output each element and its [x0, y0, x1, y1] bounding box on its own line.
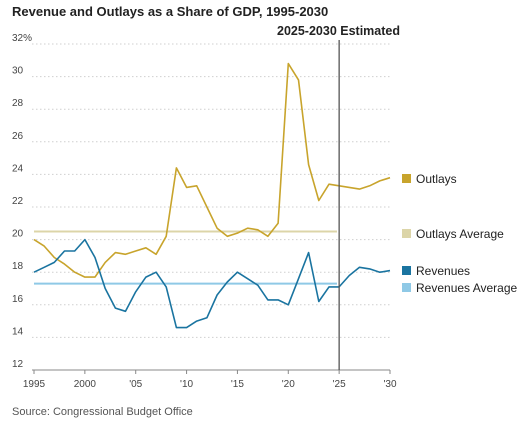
series-line: [33, 238, 391, 329]
legend-label: Outlays Average: [416, 227, 504, 241]
source-note: Source: Congressional Budget Office: [12, 406, 193, 418]
y-axis-ticks: 12 14 16 18 20 22 24 26 28 30 32%: [12, 33, 32, 370]
x-tick-label: '10: [180, 379, 193, 390]
legend-swatch: [402, 174, 411, 183]
y-tick-label: 26: [12, 131, 24, 142]
legend: Outlays Outlays Average Revenues Revenues A…: [402, 172, 518, 295]
y-tick-label: 16: [12, 294, 24, 305]
series-lines: [33, 62, 391, 329]
legend-swatch: [402, 283, 411, 292]
legend-label: Revenues: [416, 264, 470, 278]
x-tick-label: '25: [333, 379, 346, 390]
legend-swatch: [402, 266, 411, 275]
x-tick-label: 2000: [74, 379, 97, 390]
legend-swatch: [402, 229, 411, 238]
x-tick-label: '20: [282, 379, 295, 390]
estimate-annotation: 2025-2030 Estimated: [277, 24, 400, 38]
series-line: [33, 62, 391, 278]
grid-lines: [32, 43, 390, 371]
average-lines: [34, 230, 337, 285]
legend-label: Revenues Average: [416, 281, 518, 295]
y-tick-label: 28: [12, 98, 24, 109]
y-tick-label: 14: [12, 326, 24, 337]
x-tick-label: '05: [129, 379, 142, 390]
y-tick-label: 20: [12, 229, 24, 240]
x-tick-label: '15: [231, 379, 244, 390]
x-tick-label: 1995: [23, 379, 46, 390]
y-tick-label: 24: [12, 163, 24, 174]
y-tick-label: 32%: [12, 33, 32, 44]
x-axis-ticks: 1995 2000 '05 '10 '15 '20 '25 '30: [23, 370, 397, 390]
estimate-divider: 2025-2030 Estimated: [277, 24, 400, 370]
legend-label: Outlays: [416, 172, 457, 186]
y-tick-label: 12: [12, 359, 24, 370]
y-tick-label: 18: [12, 261, 24, 272]
chart-title: Revenue and Outlays as a Share of GDP, 1…: [12, 4, 329, 19]
y-tick-label: 22: [12, 196, 24, 207]
x-tick-label: '30: [383, 379, 396, 390]
y-tick-label: 30: [12, 66, 24, 77]
